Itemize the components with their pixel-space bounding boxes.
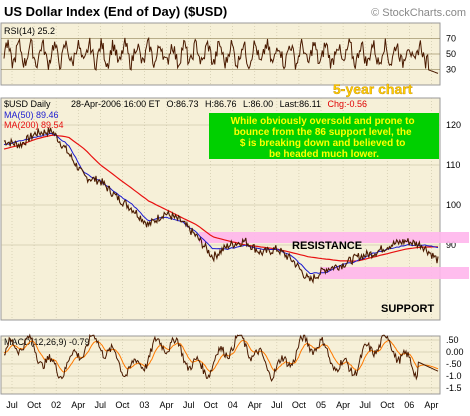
rsi-tick-label: 50 xyxy=(446,49,456,59)
rsi-tick-label: 70 xyxy=(446,34,456,44)
chart-title: US Dollar Index (End of Day) ($USD) xyxy=(4,4,227,19)
annotation-text: While obviously oversold and prone to bo… xyxy=(231,116,418,160)
x-axis-labels: Jul Oct 02 Apr Jul Oct 03 Apr Jul Oct 04 Apr Jul Oct 0… xyxy=(6,400,438,410)
x-tick-label: Apr xyxy=(336,400,350,410)
symbol: $USD Daily xyxy=(4,99,51,109)
macd-line xyxy=(3,333,439,382)
annotation-box xyxy=(209,113,439,159)
open: O:86.73 xyxy=(166,99,198,109)
annotation-line-2: bounce from the 86 support level, the xyxy=(234,127,412,138)
change: Chg:-0.56 xyxy=(327,99,367,109)
macd-signal-line xyxy=(3,339,439,373)
ma50-label: MA(50) 89.46 xyxy=(4,110,59,120)
ma200-line xyxy=(3,134,439,262)
x-tick-label: Jul xyxy=(95,400,107,410)
x-tick-label: Oct xyxy=(292,400,307,410)
x-tick-label: 04 xyxy=(228,400,238,410)
x-tick-label: Apr xyxy=(424,400,438,410)
macd-tick-label: -.50 xyxy=(446,359,462,369)
x-tick-label: Oct xyxy=(380,400,395,410)
x-tick-label: 05 xyxy=(316,400,326,410)
support-zone xyxy=(320,267,469,279)
price-info: $USD Daily 28-Apr-2006 16:00 ET O:86.73 … xyxy=(4,99,367,109)
rsi-gridlines xyxy=(1,23,440,85)
x-tick-label: 02 xyxy=(51,400,61,410)
x-tick-label: Oct xyxy=(27,400,42,410)
x-tick-label: Apr xyxy=(159,400,173,410)
price-line xyxy=(3,127,439,284)
support-label: SUPPORT xyxy=(381,303,434,315)
rsi-tick-label: 30 xyxy=(446,65,456,75)
x-tick-label: Apr xyxy=(71,400,85,410)
annotation-line-1: While obviously oversold and prone to xyxy=(231,116,415,127)
annotation-line-3: $ is breaking down and believed to xyxy=(240,138,406,149)
macd-tick-label: -1.0 xyxy=(446,371,462,381)
macd-tick-label: .50 xyxy=(446,335,459,345)
price-tick-label: 90 xyxy=(446,240,456,250)
price-tick-label: 100 xyxy=(446,200,461,210)
five-year-badge: 5-year chart xyxy=(333,81,413,97)
annotation-line-4: be headed much lower. xyxy=(269,149,379,160)
date: 28-Apr-2006 16:00 ET xyxy=(71,99,161,109)
x-tick-label: Jul xyxy=(6,400,18,410)
copyright: © StockCharts.com xyxy=(371,7,466,19)
macd-tick-label: -1.5 xyxy=(446,383,462,393)
low: L:86.00 xyxy=(243,99,273,109)
macd-tick-labels: .50 0.00 -.50 -1.0 -1.5 xyxy=(446,335,464,393)
macd-label: MACD(12,26,9) -0.79 xyxy=(4,337,90,347)
x-tick-label: Oct xyxy=(115,400,130,410)
price-tick-label: 110 xyxy=(446,160,460,170)
resistance-zone xyxy=(199,232,469,243)
rsi-tick-labels: 70 50 30 xyxy=(446,34,456,75)
x-tick-label: Jul xyxy=(183,400,195,410)
rsi-label: RSI(14) 25.2 xyxy=(4,26,55,36)
macd-gridlines xyxy=(1,336,440,394)
x-tick-label: Oct xyxy=(204,400,219,410)
x-tick-label: Apr xyxy=(248,400,262,410)
macd-tick-label: 0.00 xyxy=(446,347,464,357)
ma200-label: MA(200) 89.54 xyxy=(4,120,64,130)
last: Last:86.11 xyxy=(280,99,321,109)
x-tick-label: 06 xyxy=(404,400,414,410)
price-tick-labels: 120 110 100 90 xyxy=(446,120,461,250)
x-tick-label: Jul xyxy=(271,400,283,410)
rsi-line xyxy=(3,36,439,74)
resistance-label: RESISTANCE xyxy=(292,240,362,252)
price-tick-label: 120 xyxy=(446,120,461,130)
x-tick-label: 03 xyxy=(139,400,149,410)
high: H:86.76 xyxy=(205,99,237,109)
x-tick-label: Jul xyxy=(359,400,371,410)
